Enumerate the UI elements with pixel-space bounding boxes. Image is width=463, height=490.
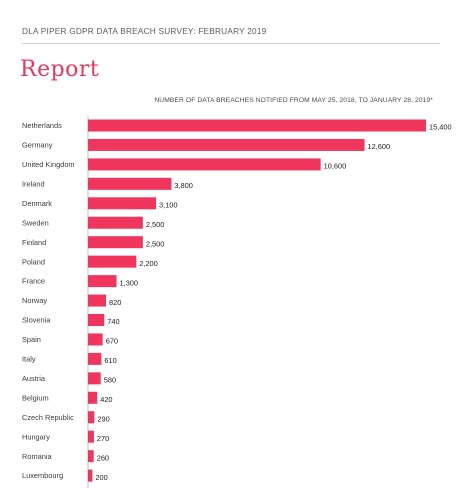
bar [88, 197, 157, 210]
bar [88, 411, 95, 424]
category-label: Spain [22, 335, 41, 344]
bar [88, 216, 143, 229]
category-label: United Kingdom [22, 160, 75, 169]
value-label: 670 [106, 337, 118, 346]
header-divider [22, 43, 440, 44]
category-label: Romania [22, 452, 52, 461]
bar [88, 138, 365, 151]
value-label: 2,500 [146, 239, 165, 248]
value-label: 740 [107, 317, 119, 326]
category-label: Poland [22, 257, 45, 266]
value-label: 2,500 [146, 220, 165, 229]
category-label: Sweden [22, 218, 49, 227]
value-label: 3,800 [174, 181, 193, 190]
chart-title: NUMBER OF DATA BREACHES NOTIFIED FROM MA… [154, 97, 433, 104]
value-label: 270 [97, 434, 109, 443]
bar [88, 469, 93, 482]
bar [88, 430, 94, 443]
value-label: 1,300 [120, 278, 139, 287]
bar [88, 236, 143, 249]
value-label: 580 [104, 376, 116, 385]
bar [88, 119, 426, 132]
value-label: 290 [97, 414, 109, 423]
bar [88, 450, 94, 463]
category-label: Netherlands [22, 121, 62, 130]
category-label: Norway [22, 296, 47, 305]
bar [88, 333, 103, 346]
category-label: Ireland [22, 179, 45, 188]
category-label: Slovenia [22, 316, 51, 325]
value-label: 3,100 [159, 201, 178, 210]
bar [88, 352, 102, 365]
bar [88, 314, 105, 326]
bar [88, 255, 137, 268]
category-label: France [22, 277, 45, 286]
value-label: 260 [97, 453, 109, 462]
bar [88, 158, 321, 171]
value-label: 200 [95, 473, 107, 482]
value-label: 820 [109, 298, 121, 307]
bar [88, 372, 101, 385]
category-label: Czech Republic [22, 413, 74, 422]
survey-header: DLA PIPER GDPR DATA BREACH SURVEY: FEBRU… [22, 26, 267, 36]
bar [88, 391, 98, 404]
category-label: Denmark [22, 199, 52, 208]
bar [88, 275, 117, 288]
category-label: Italy [22, 355, 36, 364]
category-label: Austria [22, 374, 46, 383]
value-label: 12,600 [368, 142, 391, 151]
category-label: Belgium [22, 393, 49, 402]
page-title: Report [20, 57, 100, 82]
category-label: Germany [22, 141, 53, 150]
value-label: 610 [104, 356, 116, 365]
value-label: 420 [100, 395, 112, 404]
value-label: 15,400 [429, 123, 452, 132]
category-label: Finland [22, 238, 46, 247]
bar [88, 294, 106, 307]
category-label: Luxembourg [22, 471, 63, 480]
value-label: 10,600 [324, 162, 347, 171]
bar [88, 177, 172, 190]
value-label: 2,200 [139, 259, 158, 268]
category-label: Hungary [22, 432, 50, 441]
